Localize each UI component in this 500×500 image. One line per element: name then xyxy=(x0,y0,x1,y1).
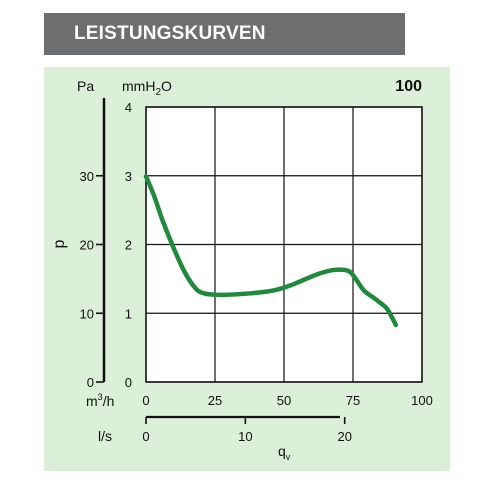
grid xyxy=(145,106,423,383)
x-unit-ls: l/s xyxy=(98,428,112,444)
pa-tick-label: 0 xyxy=(87,375,94,390)
m3h-tick-label: 75 xyxy=(346,393,360,408)
pa-tick-label: 10 xyxy=(80,306,94,321)
mmh2o-tick-label: 1 xyxy=(125,306,132,321)
x-axis-label: qv xyxy=(278,443,291,462)
header-bar xyxy=(44,13,405,55)
y-unit-mmh2o: mmH2O xyxy=(122,78,172,98)
y-unit-pa: Pa xyxy=(77,78,94,94)
page-title: LEISTUNGSKURVEN xyxy=(74,23,266,44)
mmh2o-tick-label: 4 xyxy=(125,100,132,115)
pa-tick-label: 30 xyxy=(80,169,94,184)
mmh2o-tick-label: 2 xyxy=(125,238,132,253)
mmh2o-tick-label: 3 xyxy=(125,169,132,184)
ls-tick-label: 10 xyxy=(238,429,252,444)
m3h-tick-label: 25 xyxy=(208,393,222,408)
model-label: 100 xyxy=(395,78,422,95)
mmh2o-tick-label: 0 xyxy=(125,375,132,390)
tick-labels: 0 10 20 30 0 1 2 3 4 0 25 50 75 100 0 10 20 xyxy=(80,100,433,444)
plot-border xyxy=(145,106,423,383)
y-axis-label: p xyxy=(51,239,68,248)
m3h-tick-label: 100 xyxy=(411,393,433,408)
pa-tick-label: 20 xyxy=(80,238,94,253)
ls-tick-label: 20 xyxy=(337,429,351,444)
axes xyxy=(96,98,346,424)
x-unit-m3h: m3/h xyxy=(86,392,114,409)
ls-tick-label: 0 xyxy=(142,429,149,444)
m3h-tick-label: 0 xyxy=(142,393,149,408)
performance-curve xyxy=(143,174,399,328)
m3h-tick-label: 50 xyxy=(277,393,291,408)
